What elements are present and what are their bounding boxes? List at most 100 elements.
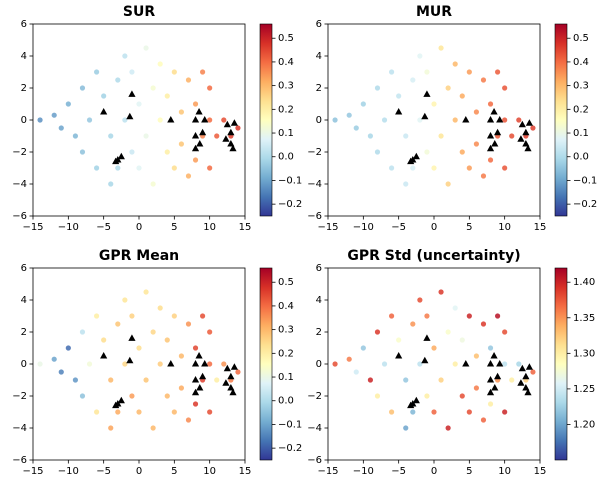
anchor-marker	[128, 90, 136, 97]
scatter-point	[403, 181, 409, 187]
anchor-marker	[227, 128, 235, 136]
scatter-point	[136, 101, 142, 107]
scatter-point	[389, 409, 395, 415]
anchor-marker	[412, 396, 420, 404]
scatter-point	[473, 385, 479, 391]
anchor-marker	[486, 144, 495, 152]
anchor-marker	[191, 116, 200, 123]
y-tick-label: 2	[316, 83, 322, 94]
colorbar-tick-label: 0.2	[278, 348, 294, 359]
scatter-point	[487, 345, 494, 351]
y-tick-label: −6	[307, 211, 322, 222]
anchor-marker	[423, 334, 431, 341]
anchor-marker	[407, 157, 415, 165]
scatter-point	[516, 361, 522, 367]
x-tick-label: 10	[203, 222, 216, 233]
scatter-point	[122, 53, 128, 59]
scatter-point	[86, 117, 93, 123]
scatter-point	[178, 141, 184, 147]
anchor-marker	[491, 140, 499, 147]
scatter-point	[51, 356, 57, 362]
scatter-point	[424, 313, 430, 319]
y-tick-label: 4	[316, 51, 322, 62]
colorbar-tick-label: 0.4	[573, 57, 589, 68]
anchor-marker	[518, 364, 526, 372]
y-tick-label: −4	[307, 423, 322, 434]
anchor-marker	[227, 384, 235, 391]
scatter-point	[150, 181, 156, 187]
anchor-marker	[199, 128, 207, 136]
colorbar-tick-label: −0.1	[278, 419, 302, 430]
colorbar-tick-label: 0.5	[573, 33, 589, 44]
x-tick-label: −10	[58, 466, 79, 477]
scatter-point	[58, 369, 64, 375]
anchor-marker	[230, 363, 238, 370]
scatter-point	[389, 165, 395, 171]
y-tick-label: 6	[21, 19, 27, 30]
scatter-point	[381, 117, 388, 123]
anchor-marker	[126, 112, 134, 120]
scatter-point	[136, 345, 142, 351]
scatter-point	[207, 85, 213, 91]
scatter-point	[452, 305, 458, 311]
scatter-point	[367, 377, 373, 383]
scatter-point	[473, 141, 479, 147]
scatter-point	[94, 69, 100, 75]
scatter-point	[136, 165, 142, 171]
scatter-point	[509, 377, 515, 383]
scatter-point	[94, 165, 100, 171]
colorbar	[259, 23, 273, 217]
scatter-point	[466, 165, 472, 171]
scatter-point	[122, 117, 128, 123]
anchor-marker	[227, 140, 235, 147]
scatter-point	[403, 425, 409, 431]
x-tick-label: 0	[136, 466, 142, 477]
scatter-point	[192, 101, 199, 107]
x-tick-label: −15	[317, 222, 338, 233]
scatter-point	[374, 149, 381, 155]
scatter-point	[157, 361, 163, 367]
x-tick-label: 5	[466, 466, 472, 477]
scatter-point	[530, 125, 536, 131]
chart-title: MUR	[416, 4, 452, 20]
anchor-marker	[227, 372, 235, 380]
anchor-marker	[407, 401, 415, 409]
anchor-marker	[525, 363, 533, 370]
scatter-point	[381, 361, 388, 367]
scatter-point	[150, 329, 156, 335]
anchor-marker	[201, 360, 209, 367]
anchor-marker	[395, 108, 403, 115]
scatter-point	[192, 157, 199, 163]
scatter-point	[185, 321, 192, 327]
scatter-point	[72, 133, 78, 139]
scatter-point	[37, 117, 43, 123]
colorbar-tick-label: 0.1	[278, 128, 294, 139]
scatter-point	[459, 337, 465, 343]
scatter-point	[431, 165, 437, 171]
x-tick-label: −5	[391, 466, 406, 477]
scatter-point	[79, 329, 86, 335]
scatter-point	[235, 369, 241, 375]
scatter-point	[185, 173, 192, 179]
y-tick-label: 6	[316, 263, 322, 274]
y-tick-label: 4	[316, 295, 322, 306]
scatter-point	[214, 377, 220, 383]
x-tick-label: 5	[466, 222, 472, 233]
scatter-point	[353, 125, 359, 131]
scatter-point	[396, 337, 402, 343]
scatter-point	[72, 377, 78, 383]
x-tick-label: 0	[431, 222, 437, 233]
colorbar-tick-label: −0.1	[278, 175, 302, 186]
scatter-point	[473, 353, 479, 359]
scatter-point	[480, 417, 487, 423]
anchor-marker	[229, 144, 237, 152]
scatter-point	[502, 165, 508, 171]
anchor-marker	[167, 360, 175, 367]
scatter-point	[431, 409, 437, 415]
anchor-marker	[462, 360, 470, 367]
colorbar	[554, 267, 568, 461]
x-tick-label: 15	[239, 466, 252, 477]
scatter-point	[410, 77, 416, 83]
scatter-point	[129, 149, 135, 155]
anchor-marker	[100, 352, 108, 359]
